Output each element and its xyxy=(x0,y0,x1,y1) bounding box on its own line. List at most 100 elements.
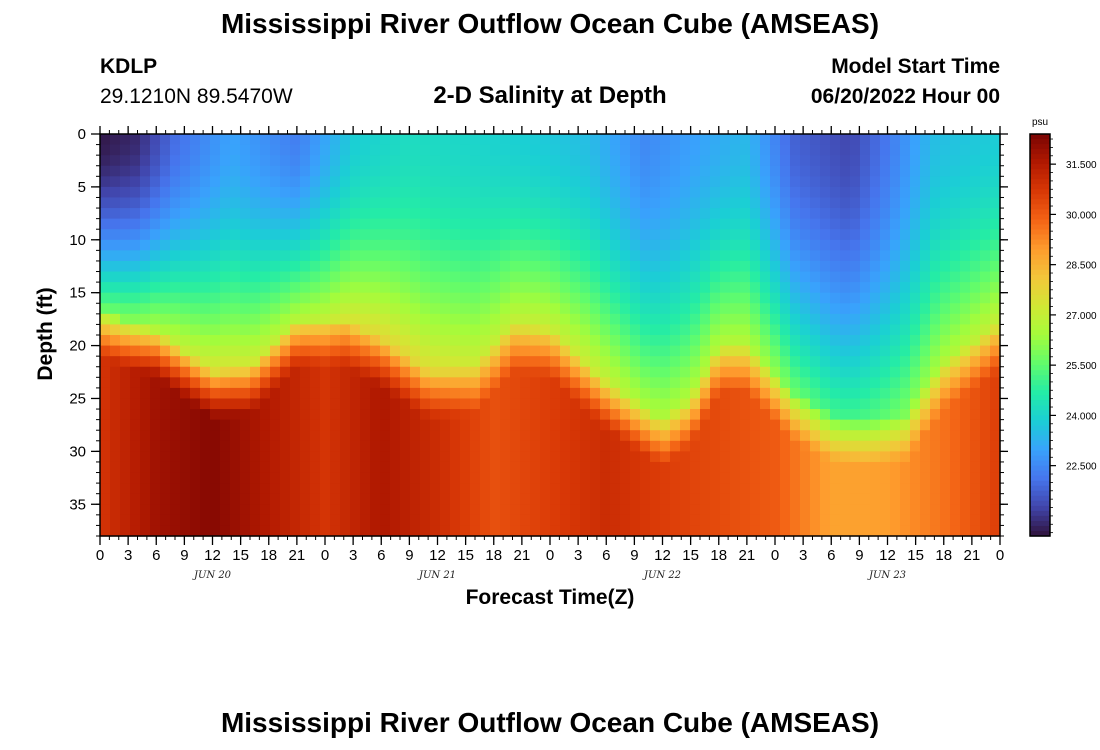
heatmap-cell xyxy=(960,366,971,378)
heatmap-cell xyxy=(630,134,641,146)
heatmap-cell xyxy=(480,239,491,251)
heatmap-cell xyxy=(720,345,731,357)
heatmap-cell xyxy=(620,483,631,495)
heatmap-cell xyxy=(720,239,731,251)
heatmap-cell xyxy=(570,366,581,378)
heatmap-cell xyxy=(430,461,441,474)
heatmap-cell xyxy=(530,525,541,537)
heatmap-cell xyxy=(950,186,961,199)
heatmap-cell xyxy=(770,409,781,421)
heatmap-cell xyxy=(370,409,381,421)
heatmap-cell xyxy=(980,377,991,389)
heatmap-cell xyxy=(840,271,851,283)
heatmap-cell xyxy=(620,335,631,347)
heatmap-cell xyxy=(240,345,251,357)
heatmap-cell xyxy=(680,366,691,378)
heatmap-cell xyxy=(890,155,901,167)
heatmap-cell xyxy=(990,271,1001,283)
heatmap-cell xyxy=(420,218,431,230)
heatmap-cell xyxy=(770,324,781,336)
heatmap-cell xyxy=(360,366,371,378)
heatmap-cell xyxy=(400,303,411,315)
heatmap-cell xyxy=(130,176,141,188)
heatmap-cell xyxy=(340,186,351,199)
heatmap-cell xyxy=(650,335,661,347)
heatmap-cell xyxy=(590,155,601,167)
heatmap-cell xyxy=(510,155,521,167)
heatmap-cell xyxy=(190,250,201,262)
heatmap-cell xyxy=(790,282,801,294)
heatmap-cell xyxy=(850,292,861,304)
heatmap-cell xyxy=(980,398,991,410)
heatmap-cell xyxy=(730,335,741,347)
heatmap-cell xyxy=(140,335,151,347)
heatmap-cell xyxy=(240,356,251,368)
heatmap-cell xyxy=(140,197,151,209)
heatmap-cell xyxy=(590,366,601,378)
heatmap-cell xyxy=(140,356,151,368)
heatmap-cell xyxy=(260,324,271,336)
heatmap-cell xyxy=(690,260,701,273)
heatmap-cell xyxy=(140,472,151,484)
heatmap-cell xyxy=(600,461,611,474)
heatmap-cell xyxy=(430,472,441,484)
x-tick-label: 12 xyxy=(204,547,221,564)
heatmap-cell xyxy=(690,472,701,484)
heatmap-cell xyxy=(760,208,771,220)
heatmap-cell xyxy=(200,260,211,273)
heatmap-cell xyxy=(500,186,511,199)
heatmap-cell xyxy=(250,313,261,326)
heatmap-cell xyxy=(690,409,701,421)
heatmap-cell xyxy=(500,260,511,273)
heatmap-cell xyxy=(560,303,571,315)
heatmap-cell xyxy=(570,419,581,431)
heatmap-cell xyxy=(820,229,831,241)
heatmap-cell xyxy=(730,356,741,368)
heatmap-cell xyxy=(460,440,471,452)
heatmap-cell xyxy=(820,134,831,146)
heatmap-cell xyxy=(400,335,411,347)
heatmap-cell xyxy=(260,282,271,294)
heatmap-cell xyxy=(730,303,741,315)
heatmap-cell xyxy=(250,218,261,230)
heatmap-cell xyxy=(750,525,761,537)
heatmap-cell xyxy=(930,483,941,495)
heatmap-cell xyxy=(850,356,861,368)
heatmap-cell xyxy=(560,440,571,452)
heatmap-cell xyxy=(700,229,711,241)
colorbar-tick-label: 24.000 xyxy=(1066,411,1097,422)
station-coordinates: 29.1210N 89.5470W xyxy=(100,85,293,108)
heatmap-cell xyxy=(850,239,861,251)
heatmap-cell xyxy=(740,134,751,146)
heatmap-cell xyxy=(120,134,131,146)
heatmap-cell xyxy=(600,197,611,209)
heatmap-cell xyxy=(820,472,831,484)
heatmap-cell xyxy=(310,229,321,241)
heatmap-cell xyxy=(300,504,311,516)
heatmap-cell xyxy=(870,472,881,484)
x-tick-label: 0 xyxy=(771,547,779,564)
heatmap-cell xyxy=(820,377,831,389)
heatmap-cell xyxy=(950,292,961,304)
heatmap-cell xyxy=(810,303,821,315)
heatmap-cell xyxy=(460,324,471,336)
heatmap-cell xyxy=(250,271,261,283)
heatmap-cell xyxy=(290,493,301,505)
heatmap-cell xyxy=(480,134,491,146)
heatmap-cell xyxy=(630,514,641,527)
heatmap-cell xyxy=(330,292,341,304)
heatmap-cell xyxy=(580,313,591,326)
heatmap-cell xyxy=(570,335,581,347)
heatmap-cell xyxy=(200,335,211,347)
heatmap-cell xyxy=(800,409,811,421)
heatmap-cell xyxy=(950,356,961,368)
heatmap-cell xyxy=(480,208,491,220)
heatmap-cell xyxy=(150,303,161,315)
heatmap-cell xyxy=(640,409,651,421)
heatmap-cell xyxy=(920,387,931,400)
heatmap-cell xyxy=(320,483,331,495)
heatmap-cell xyxy=(590,313,601,326)
heatmap-cell xyxy=(140,260,151,273)
heatmap-cell xyxy=(790,356,801,368)
heatmap-cell xyxy=(780,250,791,262)
